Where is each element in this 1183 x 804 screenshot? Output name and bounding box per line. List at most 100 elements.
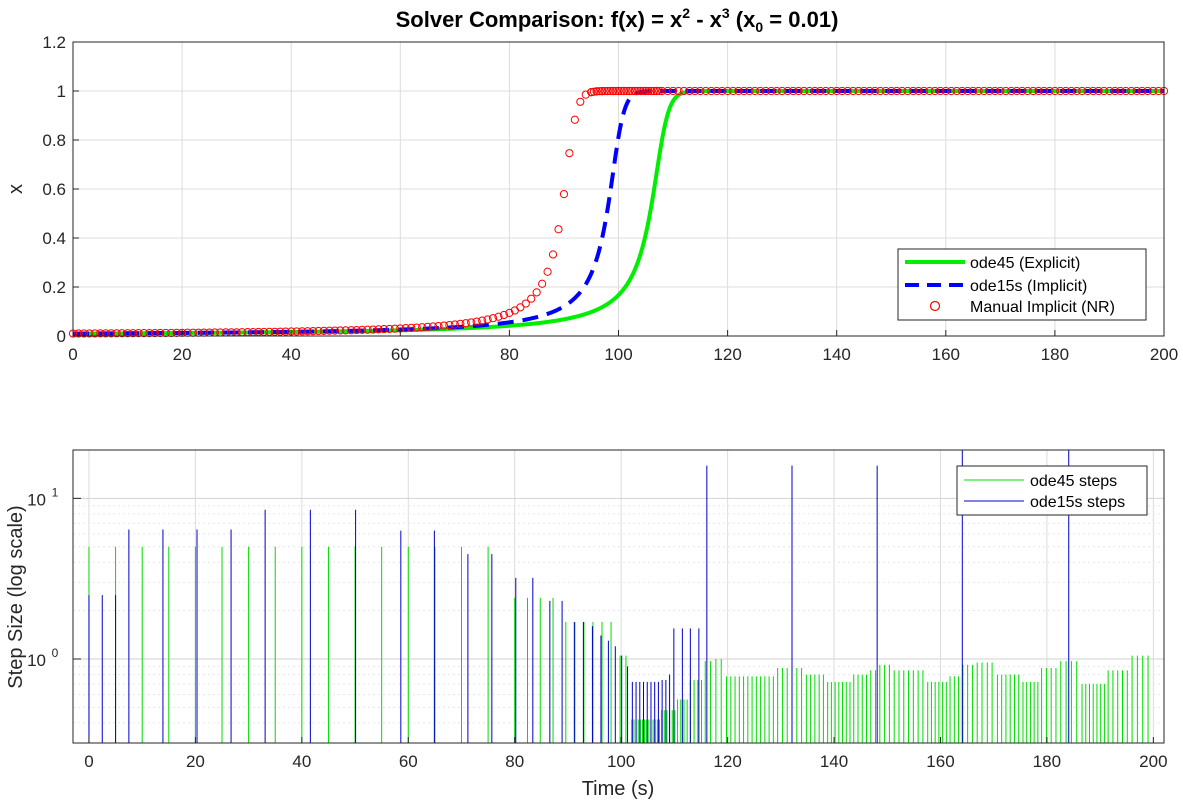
series-nr-marker [450,320,459,329]
series-nr-marker [810,86,819,96]
series-nr-marker [595,87,604,96]
series-nr-marker [1094,86,1103,96]
top-x-tick-label: 20 [173,345,192,364]
series-nr-marker [619,86,629,96]
series-nr-marker [778,86,787,96]
series-nr-marker [352,325,361,335]
series-nr-marker [330,326,339,335]
series-nr-marker [974,86,983,96]
series-nr-marker [156,328,165,338]
series-nr-marker [1050,86,1060,96]
series-nr-marker [1088,86,1098,96]
series-nr-marker [598,87,607,96]
series-nr-marker [658,86,667,96]
series-nr-marker [854,86,863,96]
series-nr-marker [374,325,383,334]
series-nr-marker [919,86,929,96]
bottom-legend-box [956,465,1148,516]
series-nr-marker [538,279,547,288]
series-nr-marker [887,86,896,96]
top-x-tick-label: 0 [68,345,77,364]
bottom-x-tick-label: 40 [292,752,311,771]
top-y-tick-label: 0.2 [42,278,66,297]
series-nr-marker [439,321,449,330]
series-nr-marker [341,326,350,335]
series-nr-marker [941,86,950,96]
bottom-x-tick-label: 180 [1033,752,1061,771]
series-nr-marker [276,327,285,336]
series-nr-marker [456,319,465,328]
series-nr-marker [1012,86,1021,96]
top-x-tick-label: 140 [823,345,851,364]
series-nr-marker [527,294,536,303]
series-nr-marker [608,86,618,96]
series-nr-marker [385,324,394,334]
series-nr-marker [423,322,432,331]
series-nr-marker [925,86,934,96]
top-ylabel: x [5,184,27,194]
top-legend: ode45 (Explicit) ode15s (Implicit) Manua… [897,248,1147,321]
series-nr-marker [908,86,918,96]
series-nr-marker [870,86,879,96]
series-nr-marker [407,323,416,332]
series-nr-marker [783,86,792,96]
series-nr-marker [298,327,307,336]
top-axes: 0 20 40 60 80 100 120 140 160 180 200 0 0.2 0.4 0.6 0.8… [5,33,1178,364]
series-nr-marker [96,329,105,338]
series-nr-marker [319,326,329,335]
series-nr-marker [270,327,279,336]
series-nr-marker [1138,86,1147,96]
series-nr-marker [1007,86,1016,96]
series-nr-marker [832,86,841,96]
series-nr-marker [90,329,99,338]
top-y-tick-label: 1.2 [42,33,66,52]
series-nr-marker [505,308,514,318]
series-nr-marker [428,322,438,331]
title-sup-2: 2 [682,5,690,21]
series-nr-marker [663,86,672,96]
series-nr-marker [690,86,699,96]
series-nr-marker [548,250,558,259]
series-nr-marker [592,87,601,96]
series-nr-marker [1143,86,1152,96]
top-ticks: 0 20 40 60 80 100 120 140 160 180 200 0 0.2 0.4 0.6 0.8… [42,33,1178,364]
series-nr-marker [167,328,176,338]
top-y-tick-label: 0.4 [42,229,66,248]
series-nr-marker [745,86,754,96]
series-nr-marker [963,86,972,96]
series-nr-marker [467,318,476,327]
series-nr-marker [1121,86,1130,96]
series-nr-marker [603,86,612,96]
series-nr-marker [644,86,653,96]
series-nr-marker [772,86,781,96]
series-nr-marker [707,86,716,96]
series-nr-marker [865,86,874,96]
bottom-x-tick-label: 140 [820,752,848,771]
series-nr-marker [628,86,637,96]
series-nr-marker [668,86,678,96]
series-nr-marker [1078,86,1087,96]
series-nr-marker [347,326,356,335]
series-nr-marker [128,329,138,338]
bottom-plot-frame [72,449,1165,744]
series-nr-marker [117,329,127,338]
series-nr-marker [930,86,939,96]
series-nr-marker [761,86,770,96]
series-nr-marker [74,329,83,338]
top-series [68,86,1169,338]
series-nr-marker [308,327,318,336]
title-tail: = 0.01) [763,7,838,32]
bottom-x-tick-label: 60 [399,752,418,771]
series-nr-marker [685,86,694,96]
series-nr-marker [630,86,639,96]
series-nr-marker [739,86,749,96]
bottom-legend: ode45 steps ode15s steps [956,465,1148,516]
top-y-tick-label: 1 [57,82,66,101]
series-nr-marker [652,86,661,96]
series-nr-marker [750,86,759,96]
series-nr-marker [445,320,454,330]
series-nr-marker [418,323,427,332]
series-nr-marker [1148,86,1158,96]
series-nr-marker [79,329,89,338]
